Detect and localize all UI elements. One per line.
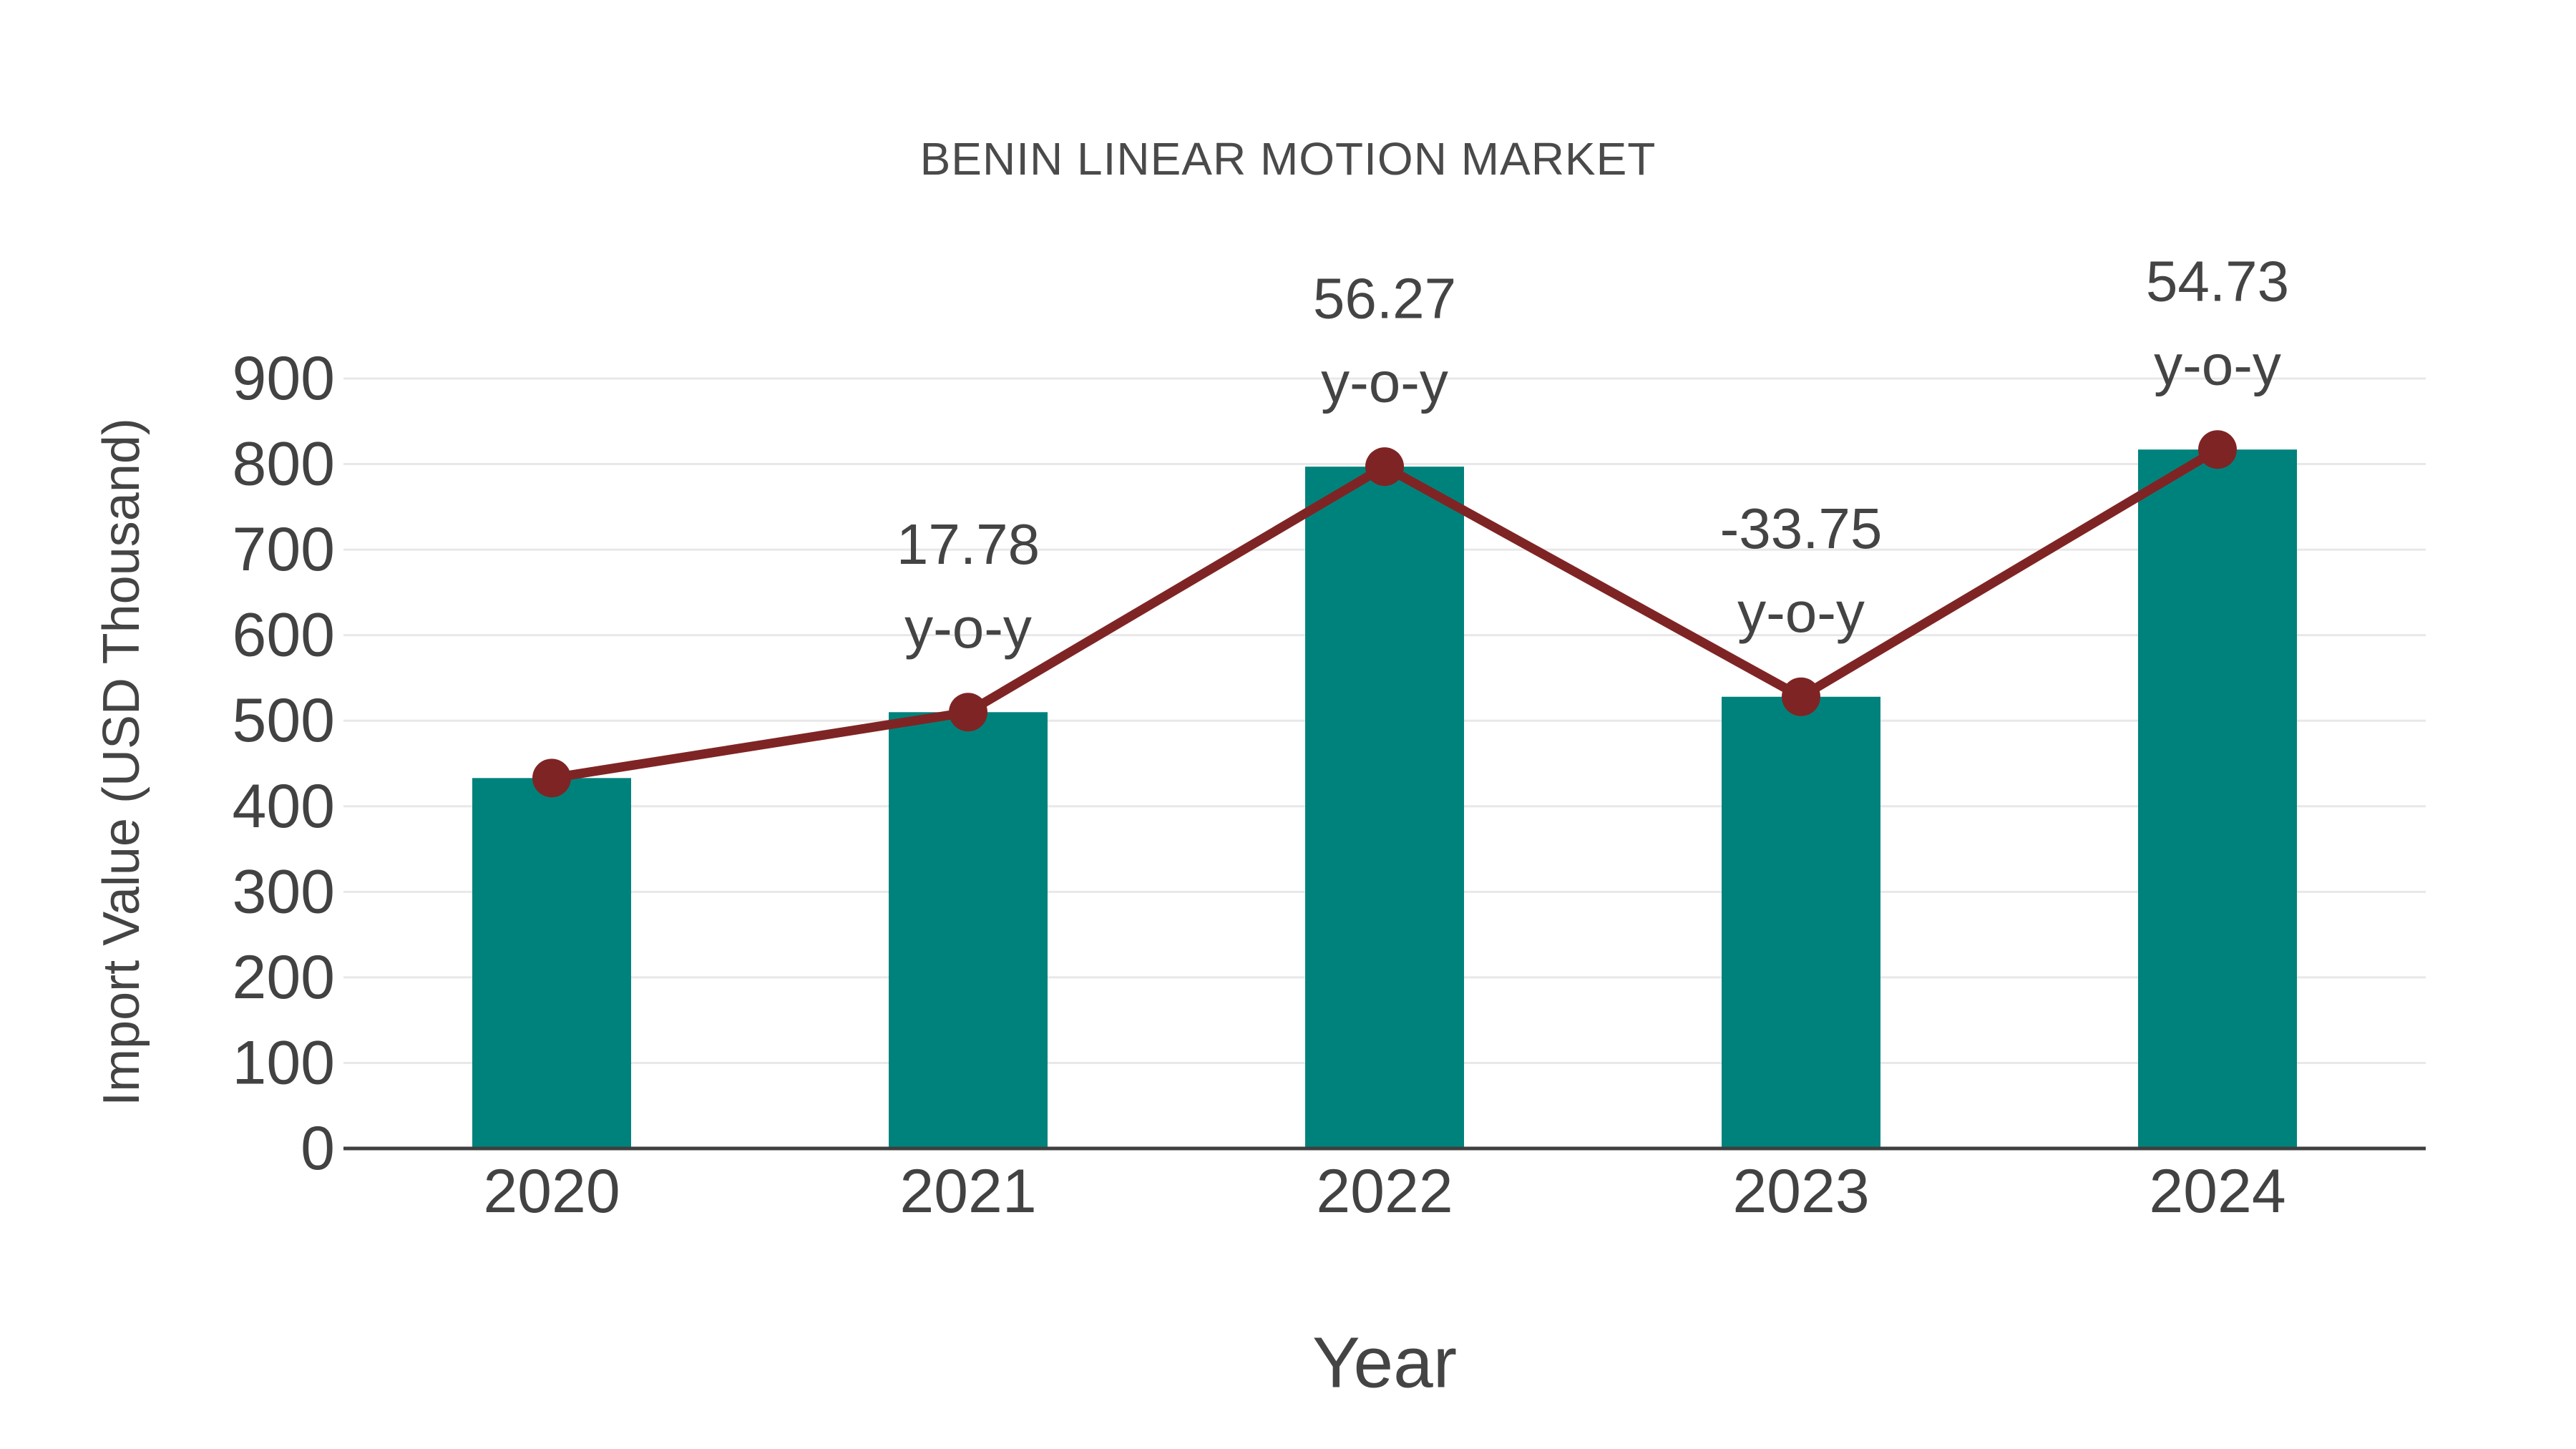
x-tick-label: 2023 <box>1732 1157 1869 1226</box>
data-point-marker <box>532 758 571 798</box>
data-point-marker <box>1365 447 1404 487</box>
y-tick-label: 700 <box>233 515 336 584</box>
x-tick-label: 2022 <box>1316 1157 1453 1226</box>
annotation-value: 54.73 <box>2146 250 2289 313</box>
annotation-value: 56.27 <box>1313 267 1456 331</box>
y-tick-label: 600 <box>233 601 336 670</box>
y-tick-label: 400 <box>233 772 336 841</box>
y-tick-label: 0 <box>301 1114 335 1183</box>
y-tick-label: 900 <box>233 344 336 413</box>
x-axis-title: Year <box>1312 1322 1458 1403</box>
chart-title: BENIN LINEAR MOTION MARKET <box>919 133 1657 185</box>
y-tick-label: 500 <box>233 686 336 755</box>
data-point-marker <box>949 693 987 732</box>
x-tick-label: 2020 <box>483 1157 620 1226</box>
annotation-label: y-o-y <box>1321 351 1448 414</box>
bar <box>2138 449 2297 1148</box>
bar <box>1305 467 1464 1148</box>
data-point-marker <box>1782 677 1820 716</box>
annotation-label: y-o-y <box>2154 333 2281 397</box>
annotation-value: 17.78 <box>897 512 1040 576</box>
data-point-marker <box>2198 430 2237 469</box>
y-tick-label: 200 <box>233 943 336 1012</box>
bar <box>1722 696 1880 1148</box>
annotation-value: -33.75 <box>1720 497 1883 560</box>
y-tick-label: 300 <box>233 857 336 926</box>
annotation-label: y-o-y <box>904 596 1032 660</box>
y-tick-label: 800 <box>233 430 336 499</box>
y-tick-label: 100 <box>233 1028 336 1097</box>
y-axis-title: Import Value (USD Thousand) <box>93 418 150 1106</box>
x-tick-label: 2021 <box>899 1157 1036 1226</box>
annotation-label: y-o-y <box>1737 580 1865 644</box>
x-tick-label: 2024 <box>2149 1157 2285 1226</box>
bar <box>472 778 631 1148</box>
bar <box>889 712 1048 1148</box>
